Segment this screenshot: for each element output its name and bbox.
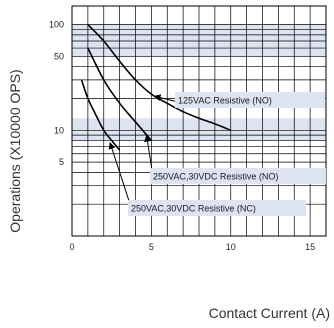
label-125vac-no-box	[175, 92, 325, 108]
x-tick-label: 15	[305, 242, 315, 252]
label-125vac-no: 125VAC Resistive (NO)	[178, 96, 272, 106]
series-250vac-nc-line	[80, 79, 121, 151]
x-tick-label: 5	[149, 242, 154, 252]
label-250vac-no: 250VAC,30VDC Resistive (NO)	[153, 172, 278, 182]
x-tick-label: 0	[69, 242, 74, 252]
y-axis-title: Operations (X10000 OPS)	[7, 69, 23, 232]
grid	[71, 5, 327, 237]
label-250vac-nc-box	[128, 200, 306, 216]
label-250vac-no-box	[150, 168, 326, 184]
y-tick-labels: 5 10 50 100	[49, 20, 64, 168]
y-tick-label: 100	[49, 20, 64, 30]
y-tick-label: 5	[59, 157, 64, 167]
label-125vac-no-arrow	[153, 94, 179, 103]
x-tick-labels: 0 5 10 15	[69, 242, 315, 252]
x-axis-title: Contact Current (A)	[209, 305, 330, 321]
label-250vac-nc: 250VAC,30VDC Resistive (NC)	[131, 204, 256, 214]
y-tick-label: 10	[54, 125, 64, 135]
annotation-arrows	[108, 94, 179, 205]
label-250vac-nc-arrow	[108, 141, 131, 205]
label-250vac-no-arrow	[144, 134, 153, 171]
annotations-group: 125VAC Resistive (NO) 250VAC,30VDC Resist…	[128, 92, 326, 216]
plot-frame	[71, 5, 327, 237]
x-tick-label: 10	[226, 242, 236, 252]
series-250vac-no-line	[87, 47, 152, 142]
y-tick-label: 50	[54, 51, 64, 61]
